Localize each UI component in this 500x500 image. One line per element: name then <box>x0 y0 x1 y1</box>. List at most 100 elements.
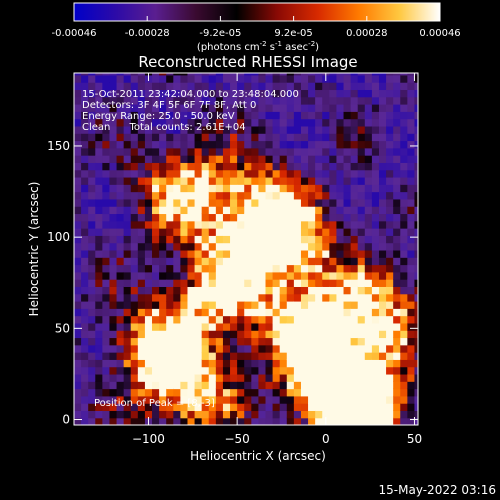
heatmap-cell <box>123 300 132 309</box>
heatmap-cell <box>74 162 82 171</box>
heatmap-cell <box>130 191 139 200</box>
heatmap-cell <box>187 271 196 280</box>
heatmap-cell <box>194 322 203 331</box>
heatmap-cell <box>81 330 89 339</box>
heatmap-cell <box>173 147 181 156</box>
heatmap-cell <box>215 242 224 251</box>
heatmap-cell <box>173 169 181 178</box>
heatmap-cell <box>116 249 125 258</box>
heatmap-cell <box>371 300 380 309</box>
heatmap-cell <box>215 191 224 200</box>
heatmap-cell <box>116 118 125 127</box>
heatmap-cell <box>293 228 302 236</box>
heatmap-cell <box>414 176 418 185</box>
heatmap-cell <box>371 417 380 425</box>
heatmap-cell <box>315 381 323 390</box>
heatmap-cell <box>201 140 210 149</box>
heatmap-cell <box>230 366 238 375</box>
heatmap-cell <box>81 279 89 287</box>
heatmap-cell <box>173 74 181 83</box>
heatmap-cell <box>81 286 89 295</box>
heatmap-cell <box>152 264 160 273</box>
heatmap-cell <box>378 111 387 120</box>
heatmap-cell <box>329 198 338 207</box>
heatmap-cell <box>322 249 330 258</box>
heatmap-cell <box>130 169 139 178</box>
heatmap-cell <box>336 403 345 412</box>
heatmap-cell <box>279 140 288 149</box>
heatmap-cell <box>116 198 125 207</box>
heatmap-cell <box>364 366 373 375</box>
heatmap-cell <box>293 118 302 127</box>
heatmap-cell <box>173 96 181 105</box>
heatmap-cell <box>102 417 111 425</box>
heatmap-cell <box>166 388 174 397</box>
heatmap-cell <box>222 271 231 280</box>
heatmap-cell <box>222 162 231 171</box>
heatmap-cell <box>272 96 281 105</box>
heatmap-cell <box>322 235 330 244</box>
heatmap-cell <box>230 73 238 76</box>
heatmap-cell <box>74 286 82 295</box>
heatmap-cell <box>378 264 387 273</box>
heatmap-cell <box>350 249 359 258</box>
heatmap-cell <box>258 73 267 76</box>
heatmap-cell <box>329 366 338 375</box>
heatmap-cell <box>109 74 118 83</box>
heatmap-cell <box>237 96 245 105</box>
heatmap-cell <box>116 220 125 229</box>
heatmap-cell <box>279 213 288 222</box>
heatmap-cell <box>102 118 111 127</box>
heatmap-cell <box>378 242 387 251</box>
heatmap-cell <box>159 198 167 207</box>
heatmap-cell <box>123 213 132 222</box>
heatmap-cell <box>137 352 146 360</box>
heatmap-cell <box>230 82 238 91</box>
heatmap-cell <box>414 337 418 346</box>
heatmap-cell <box>116 228 125 236</box>
heatmap-cell <box>159 403 167 412</box>
heatmap-cell <box>88 395 96 404</box>
heatmap-cell <box>159 213 167 222</box>
heatmap-cell <box>407 395 416 404</box>
heatmap-cell <box>251 257 260 266</box>
heatmap-cell <box>286 228 295 236</box>
heatmap-cell <box>308 198 316 207</box>
heatmap-cell <box>315 228 323 236</box>
heatmap-cell <box>166 118 174 127</box>
heatmap-cell <box>329 308 338 317</box>
heatmap-cell <box>81 359 89 368</box>
heatmap-cell <box>222 96 231 105</box>
heatmap-cell <box>137 322 146 331</box>
heatmap-cell <box>194 286 203 295</box>
heatmap-cell <box>159 73 167 76</box>
heatmap-cell <box>116 96 125 105</box>
heatmap-cell <box>414 125 418 134</box>
heatmap-cell <box>364 388 373 397</box>
heatmap-cell <box>102 155 111 163</box>
heatmap-cell <box>336 74 345 83</box>
heatmap-cell <box>123 330 132 339</box>
heatmap-cell <box>322 220 330 229</box>
heatmap-cell <box>293 352 302 360</box>
heatmap-cell <box>308 286 316 295</box>
heatmap-cell <box>194 96 203 105</box>
heatmap-cell <box>251 140 260 149</box>
heatmap-cell <box>130 293 139 302</box>
heatmap-cell <box>315 82 323 91</box>
heatmap-cell <box>279 315 288 324</box>
heatmap-cell <box>315 337 323 346</box>
heatmap-cell <box>201 169 210 178</box>
heatmap-cell <box>74 315 82 324</box>
heatmap-cell <box>386 308 394 317</box>
heatmap-cell <box>187 381 196 390</box>
heatmap-cell <box>336 366 345 375</box>
heatmap-cell <box>173 300 181 309</box>
heatmap-cell <box>400 176 408 185</box>
heatmap-cell <box>74 191 82 200</box>
heatmap-cell <box>350 279 359 287</box>
heatmap-cell <box>144 198 153 207</box>
heatmap-cell <box>102 89 111 98</box>
heatmap-cell <box>194 417 203 425</box>
heatmap-cell <box>350 155 359 163</box>
